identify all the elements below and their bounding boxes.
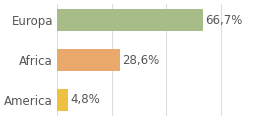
Text: 4,8%: 4,8% xyxy=(70,93,100,106)
Bar xyxy=(57,9,203,31)
Bar xyxy=(57,89,67,111)
Bar xyxy=(57,49,120,71)
Text: 66,7%: 66,7% xyxy=(206,14,243,27)
Text: 28,6%: 28,6% xyxy=(122,54,160,66)
